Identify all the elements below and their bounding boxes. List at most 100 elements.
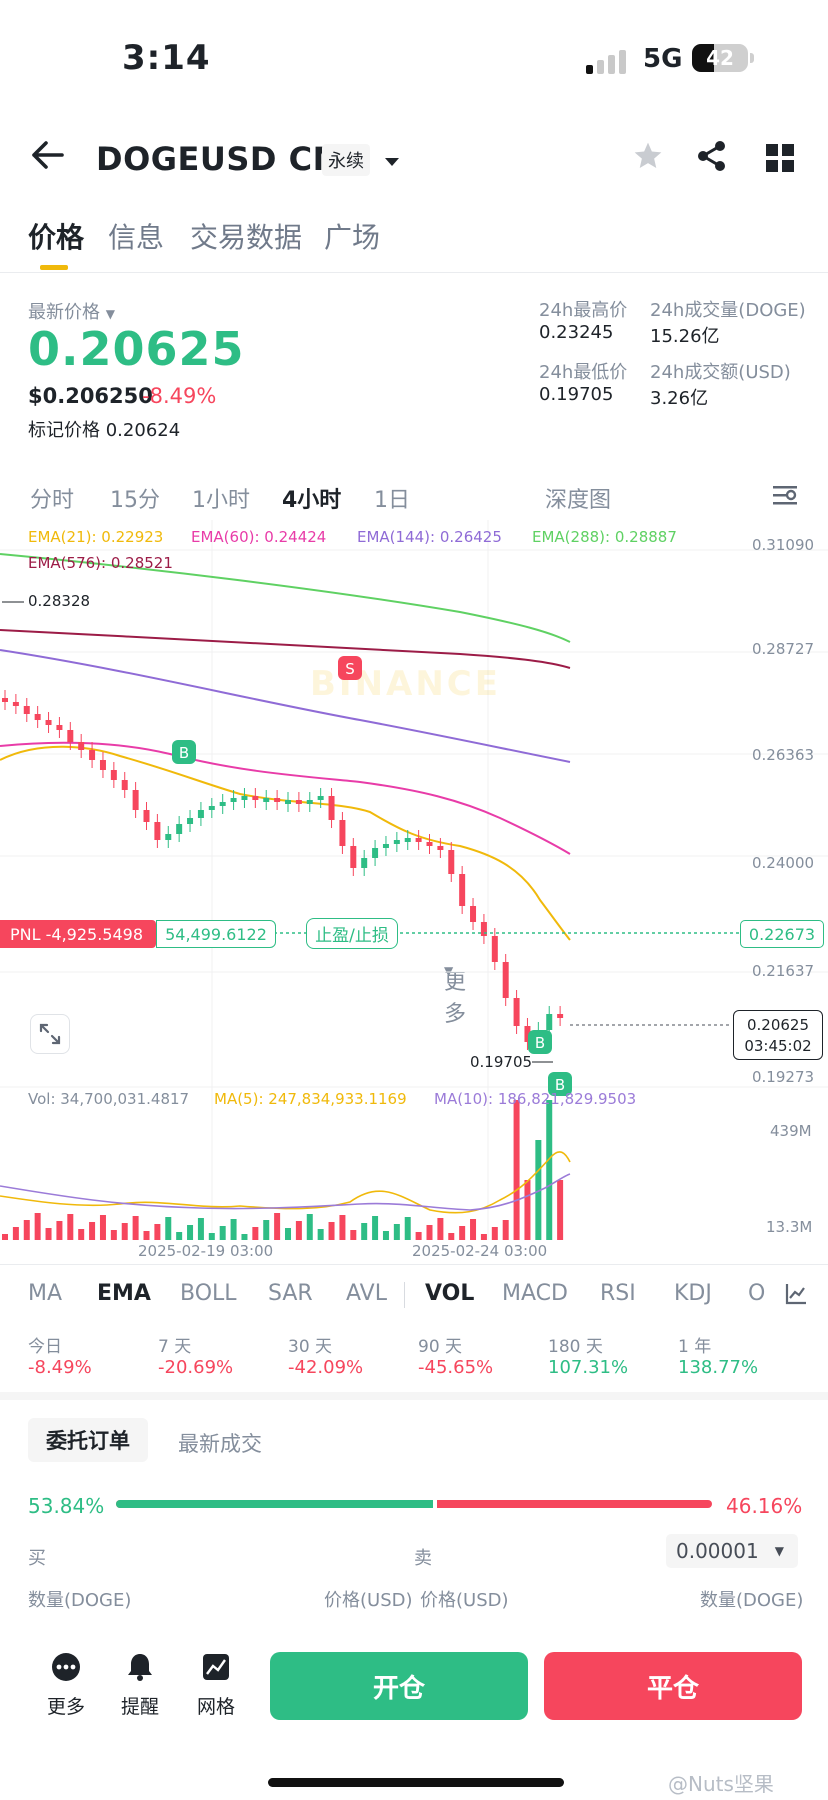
y-tick: 0.24000 — [752, 854, 815, 872]
expand-icon — [39, 1023, 61, 1045]
y-tick: 0.31090 — [752, 536, 815, 554]
tab-open-orders[interactable]: 委托订单 — [28, 1418, 148, 1462]
vol-doge-value: 15.26亿 — [650, 326, 720, 347]
precision-select[interactable]: 0.00001 ▼ — [666, 1534, 798, 1568]
position-qty-tag[interactable]: 54,499.6122 — [156, 920, 276, 948]
grid-menu-icon[interactable] — [766, 144, 794, 176]
ma10-vol-line — [0, 1173, 571, 1211]
indicator-ma[interactable]: MA — [28, 1281, 63, 1306]
close-position-button[interactable]: 平仓 — [544, 1652, 802, 1720]
ratio-bar-buy — [116, 1500, 437, 1508]
col-qty-right: 数量(DOGE) — [700, 1590, 804, 1611]
perf-value: -8.49% — [28, 1357, 92, 1378]
buy-marker: B — [548, 1072, 572, 1096]
col-price-right: 价格(USD) — [420, 1590, 509, 1611]
pnl-tag[interactable]: PNL -4,925.5498 — [0, 920, 156, 948]
back-arrow-icon[interactable] — [30, 140, 64, 170]
more-label: 更多 — [46, 1696, 85, 1718]
section-separator — [0, 1392, 828, 1400]
expand-chart-button[interactable] — [30, 1014, 70, 1054]
tab-price[interactable]: 价格 — [28, 221, 85, 254]
vol-ma5-legend: MA(5): 247,834,933.1169 — [214, 1090, 407, 1108]
buy-marker-text: B — [179, 744, 189, 762]
symbol-dropdown-icon[interactable] — [384, 152, 400, 171]
price-change: -8.49% — [142, 384, 217, 408]
tab-recent-trades[interactable]: 最新成交 — [178, 1432, 262, 1456]
alert-button[interactable]: 提醒 — [110, 1652, 170, 1719]
tabs-divider — [0, 272, 828, 273]
low-value: 0.19705 — [539, 384, 614, 405]
vol-axis-bottom: 13.3M — [766, 1218, 813, 1236]
caret-down-icon: ▼ — [105, 307, 115, 321]
interval-1h[interactable]: 1小时 — [192, 488, 250, 513]
ratio-bar — [116, 1500, 712, 1508]
tp-sl-button[interactable]: 止盈/止损 — [306, 918, 398, 949]
perf-value: -20.69% — [158, 1357, 234, 1378]
vol-axis-top: 439M — [770, 1122, 812, 1140]
bell-icon — [128, 1654, 152, 1681]
buy-marker: B — [528, 1030, 552, 1054]
price-chart[interactable]: 0.28328 0.19705 BINANCE S B B B — [0, 520, 828, 1260]
symbol-title[interactable]: DOGEUSD CM — [96, 140, 345, 178]
indicator-settings-icon[interactable] — [784, 1282, 808, 1310]
precision-value: 0.00001 — [676, 1539, 759, 1563]
tab-square[interactable]: 广场 — [324, 221, 381, 254]
network-label: 5G — [643, 44, 683, 74]
y-tick: 0.26363 — [752, 746, 815, 764]
chart-divider — [0, 1264, 828, 1265]
perf-label: 1 年 — [678, 1337, 712, 1357]
indicator-vol[interactable]: VOL — [425, 1281, 475, 1306]
status-time: 3:14 — [122, 38, 211, 78]
interval-1d[interactable]: 1日 — [374, 488, 410, 513]
indicator-sar[interactable]: SAR — [268, 1281, 313, 1306]
share-icon[interactable] — [696, 140, 728, 176]
ema144-legend: EMA(144): 0.26425 — [357, 528, 502, 546]
indicator-rsi[interactable]: RSI — [600, 1281, 636, 1306]
perf-label: 180 天 — [548, 1337, 603, 1357]
home-indicator — [268, 1778, 564, 1787]
perf-value: 107.31% — [548, 1357, 629, 1378]
indicator-more[interactable]: O — [748, 1281, 766, 1306]
indicator-separator — [404, 1282, 405, 1308]
high-label: 24h最高价 — [539, 300, 628, 321]
x-tick: 2025-02-19 03:00 — [138, 1242, 274, 1260]
indicator-macd[interactable]: MACD — [502, 1281, 568, 1306]
grid-button[interactable]: 网格 — [186, 1652, 246, 1719]
chart-settings-icon[interactable] — [772, 484, 798, 512]
depth-chart-tab[interactable]: 深度图 — [545, 488, 612, 513]
battery-icon: 42 — [692, 44, 748, 72]
x-tick: 2025-02-24 03:00 — [412, 1242, 548, 1260]
favorite-star-icon[interactable] — [632, 140, 664, 176]
buy-marker: B — [172, 740, 196, 764]
low-mark-label: 0.19705 — [470, 1053, 532, 1071]
indicator-ema[interactable]: EMA — [97, 1281, 151, 1306]
tab-trading-data[interactable]: 交易数据 — [190, 221, 303, 254]
more-button[interactable]: 更多 — [36, 1652, 96, 1719]
interval-4h[interactable]: 4小时 — [282, 488, 342, 513]
indicator-avl[interactable]: AVL — [346, 1281, 387, 1306]
caret-down-icon: ▼ — [444, 964, 454, 978]
buy-marker-text: B — [535, 1034, 545, 1052]
last-price-label[interactable]: 最新价格 ▼ — [28, 298, 115, 324]
ema21-line — [0, 745, 571, 941]
last-price-tag-value: 0.20625 — [746, 1016, 810, 1034]
open-position-button[interactable]: 开仓 — [270, 1652, 528, 1720]
vol-ma10-legend: MA(10): 186,821,829.9503 — [434, 1090, 637, 1108]
battery-level: 42 — [706, 46, 734, 70]
indicator-boll[interactable]: BOLL — [180, 1281, 237, 1306]
caret-down-icon: ▼ — [774, 1544, 784, 1558]
sell-marker: S — [338, 656, 362, 680]
mark-price-value: 0.20624 — [105, 420, 181, 441]
watermark-text: @Nuts坚果 — [668, 1772, 774, 1796]
last-price-label-text: 最新价格 — [28, 302, 100, 323]
vol-usd-value: 3.26亿 — [650, 388, 709, 409]
interval-15m[interactable]: 15分 — [110, 488, 160, 513]
signal-icon — [586, 48, 630, 74]
ema144-line — [0, 649, 571, 763]
last-price-tag: 0.20625 03:45:02 — [733, 1010, 823, 1060]
volume-legend: Vol: 34,700,031.4817 — [28, 1090, 190, 1108]
interval-time[interactable]: 分时 — [30, 488, 75, 513]
col-qty-left: 数量(DOGE) — [28, 1590, 132, 1611]
indicator-kdj[interactable]: KDJ — [674, 1281, 712, 1306]
tab-info[interactable]: 信息 — [108, 221, 165, 254]
